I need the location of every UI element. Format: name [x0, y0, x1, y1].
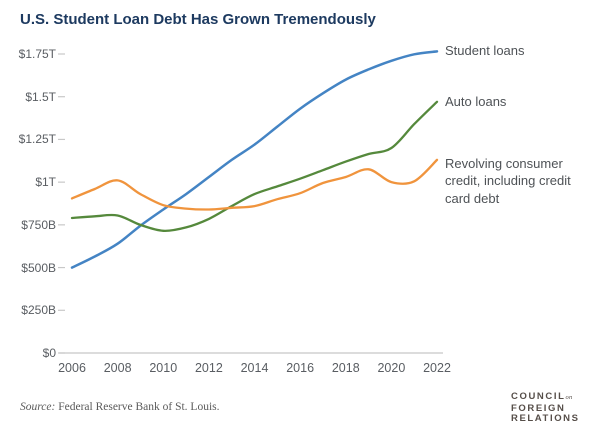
logo-line-2: FOREIGN [511, 402, 566, 414]
x-tick-label: 2018 [331, 361, 360, 375]
y-tick-label: $250B [21, 303, 56, 318]
x-tick-label: 2010 [149, 361, 178, 375]
x-tick-label: 2014 [240, 361, 269, 375]
y-tick-label: $1.5T [25, 89, 56, 104]
source-note: Source: Federal Reserve Bank of St. Loui… [20, 401, 220, 413]
logo-word-on: on [565, 394, 573, 401]
logo-word-council: COUNCIL [511, 391, 566, 402]
y-tick-label: $1T [35, 175, 56, 190]
source-text: Federal Reserve Bank of St. Louis. [58, 401, 220, 413]
x-tick-label: 2008 [103, 361, 132, 375]
x-tick-label: 2020 [377, 361, 406, 375]
y-tick-label: $1.25T [18, 132, 56, 147]
line-revolving-consumer-credit-incl [70, 158, 439, 211]
x-tick-label: 2012 [194, 361, 223, 375]
line-auto-loans [70, 100, 439, 233]
y-tick-label: $0 [42, 346, 56, 360]
y-tick-label: $750B [21, 217, 56, 232]
y-tick-label: $500B [21, 260, 56, 275]
cfr-logo: COUNCILon FOREIGN RELATIONS [511, 391, 580, 425]
legend-label-revolving-consumer-credit-incl: Revolving consumer credit, including cre… [445, 155, 571, 206]
page-title: U.S. Student Loan Debt Has Grown Tremend… [20, 11, 376, 28]
legend-label-student-loans: Student loans [445, 43, 525, 59]
logo-line-1: COUNCILon [511, 391, 580, 404]
logo-line-3: RELATIONS [511, 413, 580, 424]
legend-label-auto-loans: Auto loans [445, 93, 507, 109]
source-label: Source: [20, 401, 56, 413]
line-student-loans [70, 50, 439, 269]
x-tick-label: 2006 [58, 361, 86, 375]
y-tick-label: $1.75T [18, 47, 56, 61]
x-tick-label: 2016 [286, 361, 315, 375]
x-tick-label: 2022 [423, 361, 451, 375]
